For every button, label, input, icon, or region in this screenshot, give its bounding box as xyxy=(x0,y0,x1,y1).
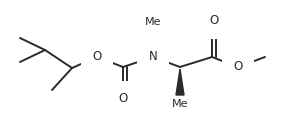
Text: N: N xyxy=(149,49,157,63)
Text: Me: Me xyxy=(145,17,161,27)
Polygon shape xyxy=(176,69,184,95)
Text: O: O xyxy=(118,93,128,105)
Text: O: O xyxy=(209,15,219,27)
Text: O: O xyxy=(92,49,102,63)
Text: O: O xyxy=(233,59,243,72)
Text: Me: Me xyxy=(172,99,188,109)
